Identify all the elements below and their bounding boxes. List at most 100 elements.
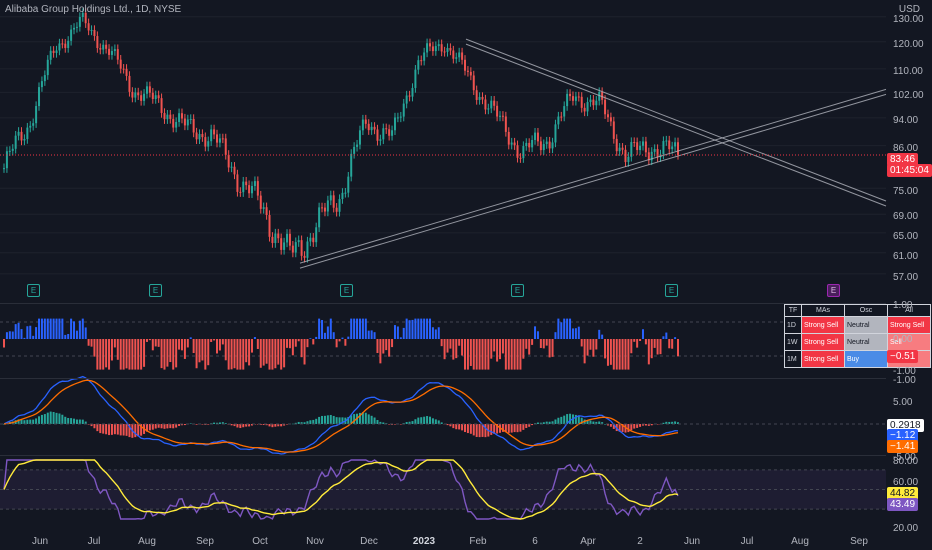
rating-bar [423,318,426,339]
rating-bar [236,339,239,370]
rating-bar [563,318,566,339]
rating-bar [75,330,78,339]
candle-body [536,132,539,142]
macd-hist-bar [604,423,607,425]
x-tick: 6 [532,536,538,547]
candle-body [396,117,399,119]
rating-bar [108,339,111,370]
macd-hist-bar [20,419,23,424]
macd-hist-bar [408,421,411,424]
macd-hist-bar [207,424,210,425]
rating-bar [81,318,84,339]
candle-body [618,147,621,152]
macd-hist-bar [431,418,434,424]
macd-hist-bar [242,424,245,428]
macd-hist-bar [110,424,113,435]
macd-hist-bar [309,420,312,424]
rating-bar [414,318,417,339]
rating-bar [178,339,181,350]
macd-hist-bar [595,421,598,424]
ratings-osc: Buy [844,350,888,368]
rating-bar [274,339,277,369]
rating-bar [668,339,671,349]
macd-hist-bar [40,414,43,424]
candle-body [52,50,55,53]
earnings-marker[interactable]: E [511,284,524,297]
macd-hist-bar [306,421,309,424]
macd-hist-bar [496,424,499,434]
macd-hist-bar [87,424,90,425]
rating-bar [382,339,385,354]
candle-body [210,129,213,142]
rsi-tick: 60.00 [893,477,919,488]
rating-bar [443,339,446,360]
rating-bar [183,339,186,359]
earnings-marker[interactable]: E [27,284,40,297]
macd-hist-bar [545,421,548,424]
ratings-header-all: All [887,304,931,317]
candle-body [259,195,262,209]
candle-body [522,146,525,159]
macd-line [3,375,679,455]
macd-hist-bar [641,424,644,426]
rating-bar [595,339,598,350]
ratings-all: Sell [887,333,931,351]
macd-hist-bar [90,424,93,427]
candle-body [571,96,574,101]
macd-hist-bar [108,424,111,436]
macd-tick: -5.00 [893,452,916,463]
pane-divider[interactable] [0,303,886,304]
candle-body [644,141,647,153]
macd-line-tag: −1.12 [887,429,919,442]
candle-body [548,141,551,149]
price-tick: 120.00 [893,39,924,50]
rating-bar [192,339,195,354]
rating-bar [604,339,607,359]
candle-body [277,233,280,239]
macd-hist-bar [215,422,218,424]
rating-bar [207,339,210,366]
candle-body [166,114,169,120]
rating-bar [221,339,224,345]
x-tick: Aug [138,536,156,547]
pane-divider[interactable] [0,378,886,379]
earnings-marker-upcoming[interactable]: E [827,284,840,297]
rating-bar [230,339,233,370]
macd-hist-bar [364,412,367,424]
candle-body [347,176,350,193]
macd-hist-bar [612,424,615,429]
candle-body [478,96,481,100]
x-tick: 2 [637,536,643,547]
macd-hist-bar [472,424,475,436]
macd-hist-tag: 0.2918 [887,419,924,432]
candle-body [399,116,402,118]
price-tick: 57.00 [893,272,919,283]
candle-body [224,138,227,155]
rating-bar [40,318,43,339]
macd-hist-bar [577,415,580,424]
rating-bar [145,339,148,342]
candle-body [385,128,388,130]
macd-hist-bar [23,420,26,424]
candle-body [55,50,58,53]
earnings-marker[interactable]: E [149,284,162,297]
candle-body [172,118,175,128]
candle-body [338,199,341,212]
rating-bar [344,339,347,346]
macd-hist-bar [52,412,55,424]
rating-bar [227,339,230,370]
candle-body [58,43,61,51]
rating-bar [151,339,154,351]
candle-body [3,168,5,170]
earnings-marker[interactable]: E [340,284,353,297]
rating-bar [239,339,242,370]
candle-body [376,129,379,141]
candle-body [367,123,370,131]
candle-body [116,49,119,60]
pane-divider[interactable] [0,455,886,456]
rating-bar [99,339,102,370]
rating-bar [437,327,440,339]
earnings-marker[interactable]: E [665,284,678,297]
rating-bar [542,339,545,349]
